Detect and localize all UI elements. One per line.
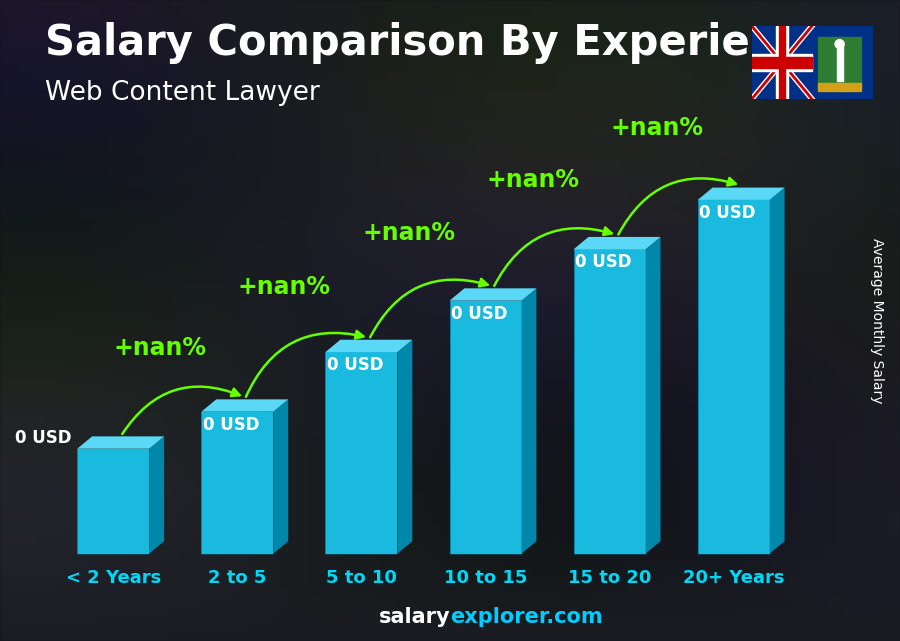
Polygon shape [202,399,288,412]
Polygon shape [274,399,288,554]
Bar [202,412,274,554]
Bar [449,301,521,554]
Text: explorer.com: explorer.com [450,607,603,627]
Polygon shape [398,340,412,554]
Bar [326,352,398,554]
Text: 0 USD: 0 USD [699,204,756,222]
Polygon shape [645,237,661,554]
Bar [752,57,812,68]
Bar [698,200,770,554]
Bar [818,37,860,88]
Text: +nan%: +nan% [486,168,580,192]
Text: +nan%: +nan% [362,221,455,245]
Polygon shape [326,340,412,352]
Text: +nan%: +nan% [114,337,207,360]
Ellipse shape [835,40,844,49]
Bar [752,54,812,71]
Polygon shape [149,437,164,554]
Polygon shape [573,237,661,249]
Polygon shape [521,288,536,554]
Bar [778,26,785,99]
Polygon shape [770,188,785,554]
Text: Average Monthly Salary: Average Monthly Salary [870,238,885,403]
Text: salary: salary [378,607,450,627]
Text: Web Content Lawyer: Web Content Lawyer [45,80,320,106]
Text: 0 USD: 0 USD [202,416,259,434]
Text: 0 USD: 0 USD [451,304,508,323]
Polygon shape [698,188,785,200]
Text: 0 USD: 0 USD [575,253,632,271]
Bar [573,249,645,554]
Bar [837,44,842,81]
Text: +nan%: +nan% [610,116,703,140]
Bar [77,449,149,554]
Bar [776,26,788,99]
Text: +nan%: +nan% [238,274,331,299]
Text: 0 USD: 0 USD [14,429,71,447]
Polygon shape [77,437,164,449]
Bar [818,83,860,90]
Polygon shape [449,288,536,301]
Text: Salary Comparison By Experience: Salary Comparison By Experience [45,22,832,65]
Text: 0 USD: 0 USD [327,356,383,374]
